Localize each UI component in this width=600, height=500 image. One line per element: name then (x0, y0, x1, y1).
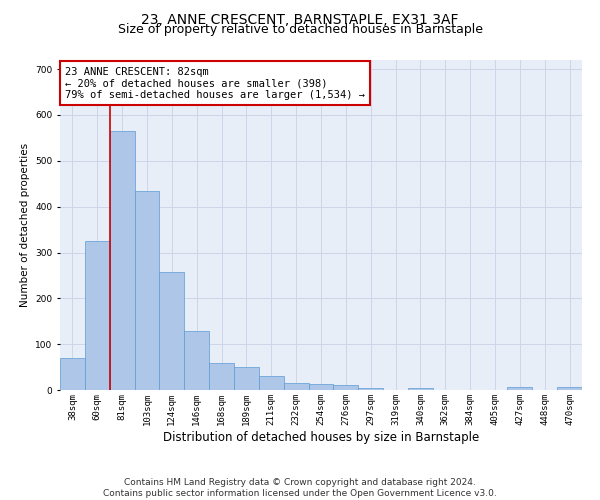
Bar (184, 332, 209, 390)
Bar (334, 386, 358, 390)
Text: Size of property relative to detached houses in Barnstaple: Size of property relative to detached ho… (118, 22, 482, 36)
Bar (110, 131, 134, 390)
Bar (508, 387, 532, 390)
Bar (234, 367, 259, 390)
Bar (60, 358, 85, 390)
Bar (209, 362, 234, 390)
Bar (284, 383, 308, 390)
Text: 23 ANNE CRESCENT: 82sqm
← 20% of detached houses are smaller (398)
79% of semi-d: 23 ANNE CRESCENT: 82sqm ← 20% of detache… (65, 66, 365, 100)
Bar (408, 388, 433, 390)
Bar (358, 388, 383, 390)
Bar (160, 272, 184, 390)
X-axis label: Distribution of detached houses by size in Barnstaple: Distribution of detached houses by size … (163, 430, 479, 444)
Text: Contains HM Land Registry data © Crown copyright and database right 2024.
Contai: Contains HM Land Registry data © Crown c… (103, 478, 497, 498)
Bar (85, 241, 110, 390)
Text: 23, ANNE CRESCENT, BARNSTAPLE, EX31 3AF: 23, ANNE CRESCENT, BARNSTAPLE, EX31 3AF (141, 12, 459, 26)
Bar (134, 190, 160, 390)
Bar (557, 387, 582, 390)
Bar (308, 384, 334, 390)
Bar (259, 376, 284, 390)
Y-axis label: Number of detached properties: Number of detached properties (20, 143, 29, 307)
